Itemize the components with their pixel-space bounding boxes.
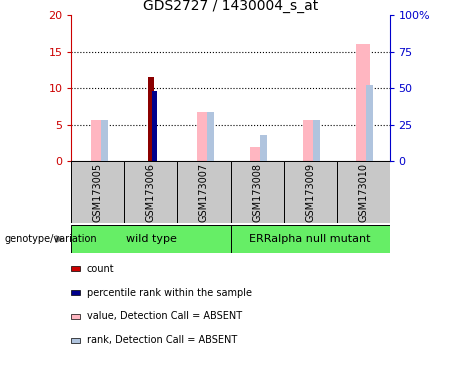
Bar — [356, 44, 370, 161]
Bar — [71, 161, 124, 223]
Bar — [260, 135, 267, 161]
Title: GDS2727 / 1430004_s_at: GDS2727 / 1430004_s_at — [143, 0, 318, 13]
Bar — [230, 161, 284, 223]
Bar — [337, 161, 390, 223]
Text: GSM173005: GSM173005 — [93, 162, 103, 222]
Text: GSM173007: GSM173007 — [199, 162, 209, 222]
Text: ERRalpha null mutant: ERRalpha null mutant — [249, 234, 371, 244]
Bar — [177, 161, 230, 223]
Text: genotype/variation: genotype/variation — [5, 234, 97, 244]
Text: percentile rank within the sample: percentile rank within the sample — [87, 288, 252, 298]
Bar — [152, 91, 157, 161]
Bar — [91, 121, 105, 161]
Bar — [197, 112, 211, 161]
Text: GSM173008: GSM173008 — [252, 162, 262, 222]
Bar — [71, 225, 230, 253]
Bar — [250, 147, 264, 161]
Text: count: count — [87, 264, 114, 274]
Bar — [366, 85, 373, 161]
Bar — [230, 225, 390, 253]
Bar — [284, 161, 337, 223]
Bar — [207, 112, 214, 161]
Bar — [124, 161, 177, 223]
Text: wild type: wild type — [125, 234, 177, 244]
Bar — [148, 78, 154, 161]
Bar — [313, 121, 320, 161]
Text: value, Detection Call = ABSENT: value, Detection Call = ABSENT — [87, 311, 242, 321]
Bar — [101, 121, 108, 161]
Text: GSM173009: GSM173009 — [305, 162, 315, 222]
Text: GSM173006: GSM173006 — [146, 162, 156, 222]
Text: rank, Detection Call = ABSENT: rank, Detection Call = ABSENT — [87, 335, 237, 345]
Bar — [303, 121, 317, 161]
Text: GSM173010: GSM173010 — [358, 162, 368, 222]
